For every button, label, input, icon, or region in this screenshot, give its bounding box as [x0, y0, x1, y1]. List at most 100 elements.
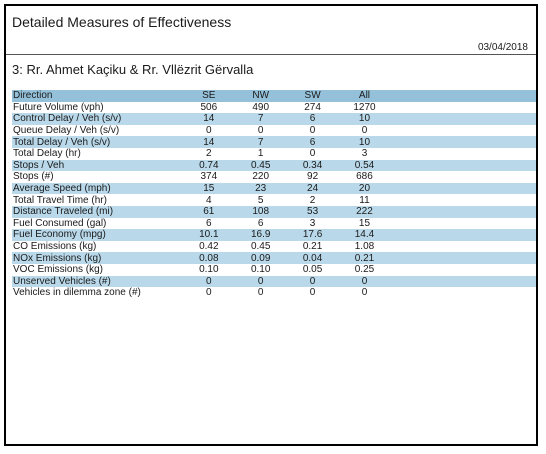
row-value: 0.21 — [354, 252, 375, 264]
row-value: 0.09 — [250, 252, 271, 264]
row-value: 14 — [203, 136, 215, 148]
row-label: Future Volume (vph) — [13, 101, 104, 113]
row-label: Queue Delay / Veh (s/v) — [13, 125, 120, 137]
row-filler — [390, 102, 536, 114]
header-filler — [390, 90, 536, 102]
row-value: 0 — [206, 125, 212, 137]
row-label: Stops (#) — [13, 171, 54, 183]
row-label: CO Emissions (kg) — [13, 241, 97, 253]
row-label: NOx Emissions (kg) — [13, 252, 102, 264]
row-value: 490 — [252, 101, 270, 113]
row-filler — [390, 160, 536, 172]
row-label: Stops / Veh — [13, 159, 65, 171]
row-value: 0 — [206, 287, 212, 299]
row-filler — [390, 276, 536, 288]
row-filler — [390, 287, 536, 299]
row-value: 1 — [257, 148, 264, 160]
row-label: Total Delay / Veh (s/v) — [13, 136, 111, 148]
row-value: 11 — [359, 194, 370, 206]
report-date: 03/04/2018 — [477, 42, 528, 53]
table-row: Future Volume (vph) 506 490 274 1270 — [12, 102, 536, 114]
row-value: 0 — [361, 275, 368, 287]
row-value: 7 — [257, 136, 264, 148]
row-value: 5 — [257, 194, 264, 206]
row-filler — [390, 229, 536, 241]
row-value: 14 — [203, 113, 215, 125]
row-value: 6 — [309, 113, 316, 125]
table-row: VOC Emissions (kg) 0.10 0.10 0.05 0.25 — [12, 264, 536, 276]
row-value: 10 — [358, 113, 371, 125]
table-row: Stops (#) 374 220 92 686 — [12, 171, 536, 183]
row-value: 15 — [358, 217, 371, 229]
row-value: 24 — [307, 183, 319, 195]
row-value: 0.45 — [250, 159, 271, 171]
row-value: 23 — [255, 183, 267, 195]
report-frame: Detailed Measures of Effectiveness 03/04… — [4, 4, 538, 446]
row-value: 61 — [203, 206, 215, 218]
table-row: Stops / Veh 0.74 0.45 0.34 0.54 — [12, 159, 536, 172]
row-label: Total Travel Time (hr) — [13, 194, 107, 206]
row-value: 15 — [203, 183, 215, 195]
header-nw: NW — [252, 90, 270, 102]
row-value: 220 — [252, 171, 270, 183]
row-value: 1270 — [353, 101, 376, 113]
row-value: 16.9 — [250, 229, 271, 241]
table-body: Future Volume (vph) 506 490 274 1270 Control … — [12, 102, 536, 299]
row-label: Average Speed (mph) — [13, 183, 111, 195]
row-label: Total Delay (hr) — [13, 148, 81, 160]
row-value: 0.08 — [199, 252, 219, 264]
row-filler — [390, 206, 536, 218]
row-filler — [390, 194, 536, 206]
header-se: SE — [202, 90, 216, 102]
row-value: 0.74 — [199, 159, 219, 171]
table-row: Fuel Economy (mpg) 10.1 16.9 17.6 14.4 — [12, 229, 536, 241]
row-value: 0 — [309, 275, 316, 287]
table-row: Queue Delay / Veh (s/v) 0 0 0 0 — [12, 125, 536, 137]
table-row: Control Delay / Veh (s/v) 14 7 6 10 — [12, 113, 536, 125]
table-row: Distance Traveled (mi) 61 108 53 222 — [12, 205, 536, 218]
row-value: 10.1 — [199, 229, 219, 241]
row-value: 2 — [206, 148, 212, 160]
row-value: 6 — [257, 217, 264, 229]
row-filler — [390, 264, 536, 276]
header-divider — [6, 54, 536, 55]
table-header-row: Direction SE NW SW All — [12, 90, 536, 102]
row-value: 0 — [206, 275, 212, 287]
moe-table: Direction SE NW SW All Future Volume (vp… — [12, 90, 536, 299]
intersection-name: 3: Rr. Ahmet Kaçiku & Rr. Vllëzrit Gërva… — [12, 62, 254, 77]
row-filler — [390, 148, 536, 160]
header-sw: SW — [304, 90, 321, 102]
row-value: 0 — [309, 287, 316, 299]
row-filler — [390, 183, 536, 195]
row-label: Distance Traveled (mi) — [13, 206, 114, 218]
row-label: VOC Emissions (kg) — [13, 264, 104, 276]
row-filler — [390, 171, 536, 183]
row-value: 53 — [307, 206, 319, 218]
header-direction: Direction — [13, 90, 53, 102]
row-value: 274 — [304, 101, 321, 113]
row-filler — [390, 218, 536, 230]
table-row: Total Delay / Veh (s/v) 14 7 6 10 — [12, 136, 536, 148]
report-title: Detailed Measures of Effectiveness — [12, 14, 232, 30]
row-value: 0 — [361, 125, 368, 137]
row-value: 6 — [206, 217, 212, 229]
row-value: 0 — [309, 125, 316, 137]
row-value: 14.4 — [354, 229, 375, 241]
row-value: 0 — [257, 125, 264, 137]
row-filler — [390, 113, 536, 125]
row-value: 92 — [307, 171, 319, 183]
row-label: Unserved Vehicles (#) — [13, 275, 111, 287]
row-value: 0 — [361, 287, 368, 299]
row-value: 0.10 — [250, 264, 271, 276]
row-value: 6 — [309, 136, 316, 148]
table-row: CO Emissions (kg) 0.42 0.45 0.21 1.08 — [12, 241, 536, 253]
row-value: 0 — [257, 275, 264, 287]
row-value: 222 — [356, 206, 373, 218]
table-row: Unserved Vehicles (#) 0 0 0 0 — [12, 275, 536, 288]
row-value: 0.45 — [250, 241, 271, 253]
row-value: 0.25 — [354, 264, 375, 276]
row-filler — [390, 241, 536, 253]
table-row: Total Travel Time (hr) 4 5 2 11 — [12, 194, 536, 206]
row-filler — [390, 136, 536, 148]
row-value: 0.04 — [302, 252, 323, 264]
